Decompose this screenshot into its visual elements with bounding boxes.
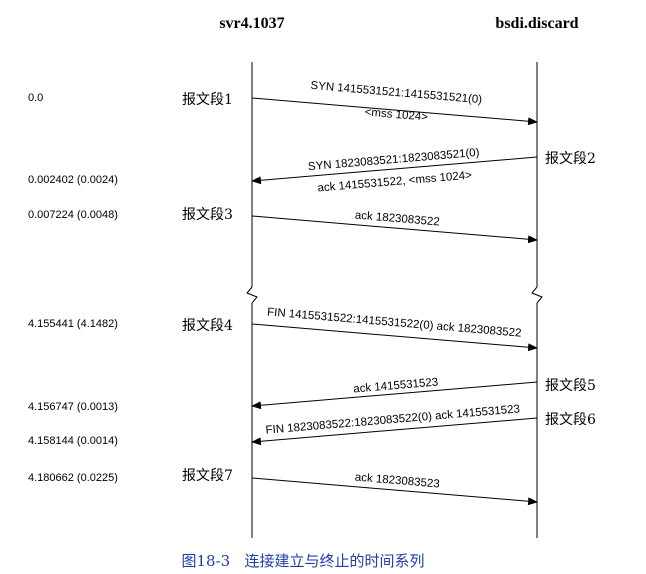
timestamp: 4.158144 (0.0014) <box>28 435 118 447</box>
segment-arrow <box>251 156 538 185</box>
segment-arrow <box>251 97 538 126</box>
segment-label: 报文段7 <box>182 468 233 484</box>
timestamp: 0.0 <box>28 92 43 104</box>
segment-label: 报文段4 <box>182 318 233 334</box>
segment-arrow <box>251 417 538 446</box>
segment-label: 报文段5 <box>545 378 596 394</box>
timestamp: 0.007224 (0.0048) <box>28 209 118 221</box>
timestamp: 4.155441 (4.1482) <box>28 318 118 330</box>
host-right-label: bsdi.discard <box>495 15 578 32</box>
segment-label: 报文段3 <box>182 207 233 223</box>
timestamp: 4.156747 (0.0013) <box>28 401 118 413</box>
timestamp: 0.002402 (0.0024) <box>28 174 118 186</box>
host-left-label: svr4.1037 <box>219 15 284 32</box>
segment-arrow <box>251 381 538 410</box>
left-timeline-break <box>246 286 258 304</box>
right-timeline-break <box>531 286 543 304</box>
arrow-label: FIN 1415531522:1415531522(0) ack 1823083… <box>267 306 522 339</box>
segment-label: 报文段6 <box>545 412 596 428</box>
arrow-label: <mss 1024> <box>364 106 428 123</box>
arrow-label: SYN 1415531521:1415531521(0) <box>310 80 483 106</box>
arrow-label: FIN 1823083522:1823083522(0) ack 1415531… <box>265 403 520 436</box>
segment-label: 报文段2 <box>545 151 596 167</box>
segment-arrow <box>251 215 538 244</box>
segment-arrow <box>251 323 538 352</box>
arrow-label: ack 1415531523 <box>353 376 439 395</box>
timestamp: 4.180662 (0.0225) <box>28 472 118 484</box>
segment-label: 报文段1 <box>182 92 233 108</box>
figure-caption: 图18-3 连接建立与终止的时间系列 <box>181 552 424 570</box>
segment-arrow <box>251 477 538 506</box>
